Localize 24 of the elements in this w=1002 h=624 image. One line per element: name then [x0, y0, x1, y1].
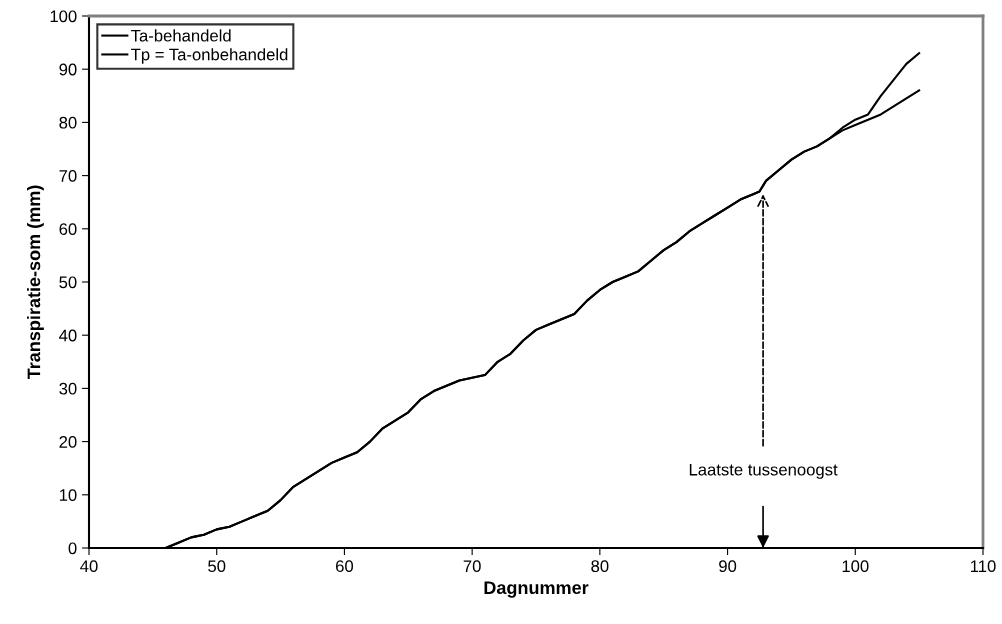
annotation: Laatste tussenoogst	[689, 463, 838, 479]
y-axis-title: Transpiratie-som (mm)	[27, 185, 44, 380]
y-tick-label: 70	[59, 170, 77, 182]
x-tick-label: 100	[842, 560, 869, 573]
x-tick-label: 80	[591, 560, 609, 573]
y-tick-label: 90	[59, 63, 77, 76]
y-tick-label: 80	[59, 116, 77, 129]
x-tick-label: 50	[208, 560, 226, 573]
y-tick-label: 10	[59, 489, 77, 501]
y-tick-label: 0	[68, 542, 77, 555]
x-tick-label: 60	[336, 560, 354, 573]
legend-label: Tp = Ta-onbehandeld	[131, 48, 288, 64]
x-axis-title: Dagnummer	[484, 581, 589, 598]
x-tick-label: 90	[719, 560, 737, 573]
x-tick-label: 40	[80, 560, 98, 573]
y-tick-label: 60	[59, 223, 77, 235]
y-tick-label: 20	[59, 436, 77, 448]
legend-label: Ta-behandeld	[131, 29, 231, 42]
y-tick-label: 100	[50, 10, 77, 23]
y-tick-label: 50	[59, 276, 77, 289]
y-tick-label: 30	[59, 382, 77, 395]
x-tick-label: 110	[970, 560, 996, 573]
y-tick-label: 40	[59, 329, 77, 342]
x-tick-label: 70	[463, 560, 481, 573]
